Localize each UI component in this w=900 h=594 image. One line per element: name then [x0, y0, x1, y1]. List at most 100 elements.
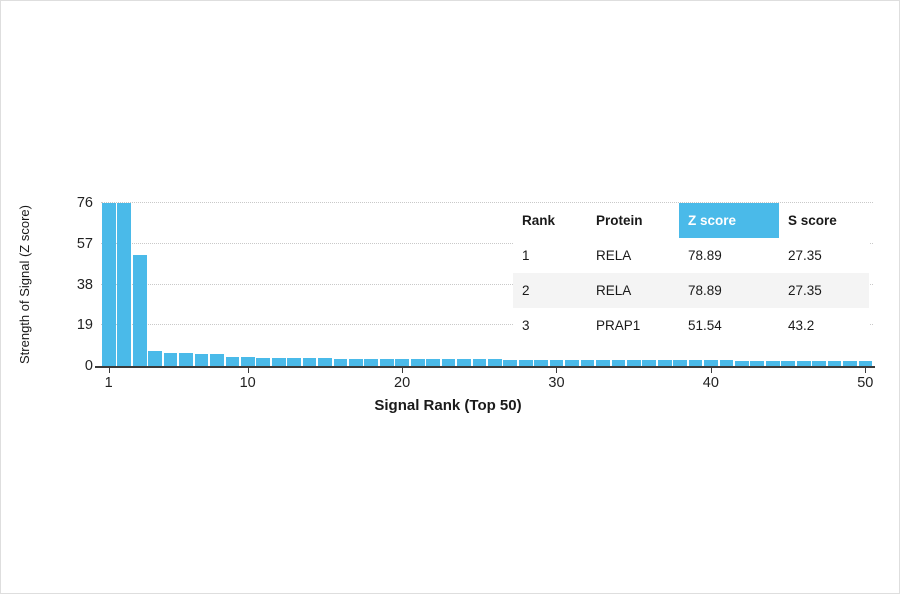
bar-rank-13 [287, 358, 301, 366]
bar-rank-28 [518, 359, 533, 366]
table-body: 1 RELA 78.89 27.35 2 RELA 78.89 27.35 3 PRAP1 51.5… [513, 238, 869, 343]
bar-rank-46 [796, 360, 811, 366]
table-cell-z-score: 78.89 [688, 248, 722, 263]
table-header-rank: Rank [522, 213, 556, 228]
y-tick-label-19: 19 [76, 317, 93, 334]
bar-rank-8 [210, 354, 224, 366]
table-row-rank-1: 1 RELA 78.89 27.35 [513, 238, 869, 273]
y-tick-label-57: 57 [76, 235, 93, 252]
gridline-y-38 [101, 283, 873, 285]
bar-rank-38 [673, 360, 687, 366]
bar-rank-49 [843, 361, 857, 366]
bar-rank-45 [781, 360, 796, 366]
bars [101, 203, 873, 366]
bar-rank-25 [472, 359, 487, 366]
bar-rank-5 [163, 352, 178, 366]
bar-rank-15 [318, 358, 332, 366]
bar-rank-39 [688, 360, 703, 366]
table-header-z-score: Z score [679, 203, 779, 238]
table-cell-protein: RELA [596, 283, 632, 298]
bar-rank-3 [132, 255, 147, 366]
plot-area [101, 202, 873, 366]
table-cell-protein: PRAP1 [596, 318, 641, 333]
bar-rank-29 [534, 359, 549, 366]
table-row-rank-2: 2 RELA 78.89 27.35 [513, 273, 869, 308]
gridline-y-76 [101, 202, 873, 203]
x-axis-title: Signal Rank (Top 50) [374, 397, 522, 414]
gridline-y-57 [101, 242, 873, 244]
bar-rank-35 [626, 360, 641, 366]
table-cell-z-score: 78.89 [688, 283, 722, 298]
x-tick-label-40: 40 [702, 375, 719, 391]
x-ticks: 1 10 20 30 40 50 [101, 368, 873, 398]
bar-rank-23 [441, 359, 456, 366]
bar-rank-2 [117, 203, 132, 366]
gridline-y-19 [101, 324, 873, 326]
bar-rank-14 [302, 358, 317, 366]
y-tick-label-76: 76 [76, 195, 93, 211]
x-tick-label-30: 30 [548, 375, 565, 391]
bar-rank-47 [812, 360, 826, 366]
bar-rank-18 [364, 358, 379, 366]
bar-rank-32 [580, 359, 595, 366]
bar-rank-17 [349, 358, 363, 366]
bar-rank-42 [735, 360, 749, 366]
x-tick-mark-10 [247, 368, 249, 373]
x-tick-mark-1 [108, 368, 110, 373]
table-row-rank-3: 3 PRAP1 51.54 43.2 [513, 308, 869, 343]
bar-rank-22 [426, 359, 440, 366]
table-cell-s-score: 43.2 [788, 318, 815, 333]
x-tick-mark-50 [865, 368, 867, 373]
bar-rank-40 [704, 360, 718, 366]
bar-rank-21 [410, 358, 425, 366]
x-tick-label-10: 10 [239, 375, 256, 391]
x-tick-mark-40 [710, 368, 712, 373]
bar-rank-37 [657, 360, 672, 366]
bar-rank-26 [488, 359, 502, 366]
bar-rank-20 [395, 358, 410, 366]
x-tick-label-50: 50 [857, 375, 874, 391]
bar-rank-41 [719, 360, 734, 366]
bar-rank-36 [642, 360, 657, 366]
x-tick-mark-30 [556, 368, 558, 373]
bar-rank-12 [271, 357, 286, 366]
y-tick-label-38: 38 [76, 276, 93, 293]
table-header-row: Rank Protein Z score S score [513, 203, 869, 238]
x-axis-line [95, 366, 875, 368]
table-cell-z-score: 51.54 [688, 318, 722, 333]
bar-rank-9 [225, 356, 240, 366]
bar-rank-27 [503, 359, 518, 366]
bar-rank-10 [240, 357, 255, 366]
results-table: Rank Protein Z score S score 1 RELA 78.89 27.3… [513, 203, 869, 343]
table-cell-protein: RELA [596, 248, 632, 263]
bar-rank-30 [549, 359, 564, 366]
table-cell-s-score: 27.35 [788, 283, 822, 298]
table-header-s-score: S score [788, 213, 837, 228]
bar-rank-50 [858, 361, 873, 366]
bar-rank-31 [565, 359, 579, 366]
x-tick-label-20: 20 [394, 375, 411, 391]
bar-rank-44 [765, 360, 780, 366]
bar-rank-43 [750, 360, 765, 366]
y-axis-title: Strength of Signal (Z score) [17, 205, 32, 365]
bar-rank-7 [194, 353, 209, 366]
table-cell-s-score: 27.35 [788, 248, 822, 263]
y-tick-labels: 0 19 38 57 76 [49, 195, 93, 374]
bar-rank-6 [179, 353, 193, 366]
gridlines [101, 202, 873, 366]
bar-rank-34 [611, 360, 626, 366]
bar-rank-33 [596, 360, 610, 366]
bar-rank-24 [457, 359, 471, 366]
table-header-protein: Protein [596, 213, 643, 228]
bar-rank-16 [333, 358, 348, 366]
x-tick-label-1: 1 [104, 375, 113, 391]
x-tick-mark-20 [402, 368, 404, 373]
table-cell-rank: 1 [522, 248, 530, 263]
table-cell-rank: 2 [522, 283, 530, 298]
bar-rank-4 [148, 351, 163, 366]
y-tick-label-0: 0 [84, 358, 93, 374]
bar-rank-11 [256, 357, 271, 366]
bar-rank-1 [102, 203, 116, 366]
table-cell-rank: 3 [522, 318, 530, 333]
